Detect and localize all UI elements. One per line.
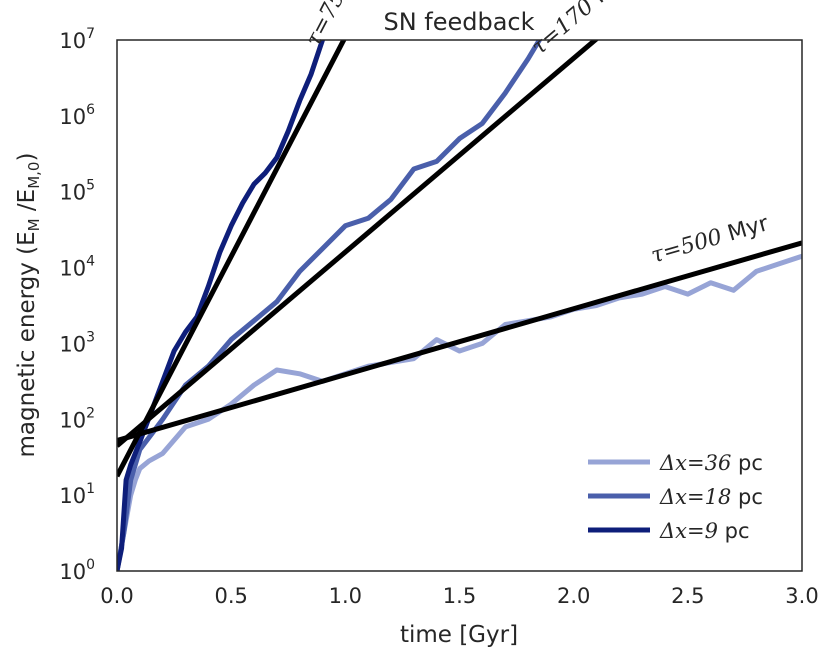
y-tick-label: 103	[59, 329, 95, 356]
legend-label: Δx=18 pc	[659, 485, 763, 509]
fit-lines	[117, 40, 802, 478]
y-label-mid: /E	[14, 189, 40, 219]
y-tick-label: 107	[59, 26, 95, 53]
y-label-end: )	[14, 153, 40, 162]
y-axis-label: magnetic energy (EM /EM,0)	[14, 153, 43, 458]
x-ticks: 0.0 0.5 1.0 1.5 2.0 2.5 3.0	[100, 584, 818, 608]
x-tick-label: 3.0	[785, 584, 818, 608]
legend-label: Δx=36 pc	[659, 451, 763, 475]
legend-label: Δx=9 pc	[659, 519, 750, 543]
x-tick-label: 2.5	[671, 584, 704, 608]
x-tick-label: 2.0	[557, 584, 590, 608]
y-tick-label: 102	[59, 405, 95, 432]
fit-line	[117, 40, 600, 448]
series-line	[117, 253, 802, 571]
fit-line	[117, 240, 802, 443]
fit-label: τ=75 Myr	[301, 0, 373, 51]
y-tick-label: 104	[59, 254, 95, 281]
series-line	[117, 40, 542, 571]
y-ticks: 100 101 102 103 104 105 106 107	[59, 26, 95, 584]
y-label-main: magnetic energy (E	[14, 231, 40, 457]
x-tick-label: 1.5	[443, 584, 476, 608]
plot-frame	[116, 39, 803, 572]
fit-label: τ=500 Myr	[648, 211, 772, 269]
y-tick-label: 106	[59, 102, 95, 129]
chart-title: SN feedback	[383, 8, 534, 36]
x-tick-label: 1.0	[329, 584, 362, 608]
legend: Δx=36 pc Δx=18 pc Δx=9 pc	[588, 451, 763, 543]
fit-line	[117, 40, 347, 478]
y-label-sub2: M,0	[25, 162, 43, 189]
series-line	[117, 40, 325, 571]
y-tick-label: 100	[59, 557, 95, 584]
x-tick-label: 0.5	[214, 584, 247, 608]
y-tick-label: 101	[59, 481, 95, 508]
y-tick-label: 105	[59, 178, 95, 205]
series-lines	[117, 40, 802, 571]
x-tick-label: 0.0	[100, 584, 133, 608]
x-axis-label: time [Gyr]	[400, 622, 518, 648]
y-label-sub1: M	[25, 218, 43, 231]
